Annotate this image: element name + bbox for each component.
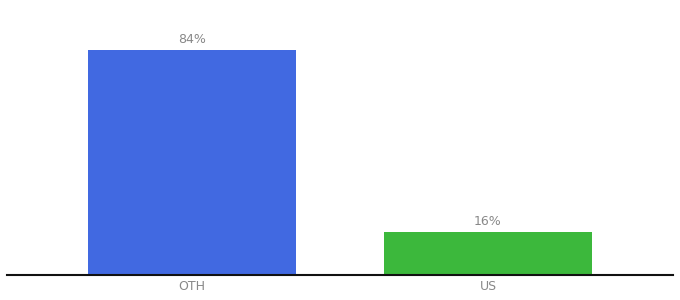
Bar	[384, 232, 592, 275]
Bar	[88, 50, 296, 275]
Text: 16%: 16%	[474, 215, 502, 228]
Text: 84%: 84%	[178, 33, 206, 46]
